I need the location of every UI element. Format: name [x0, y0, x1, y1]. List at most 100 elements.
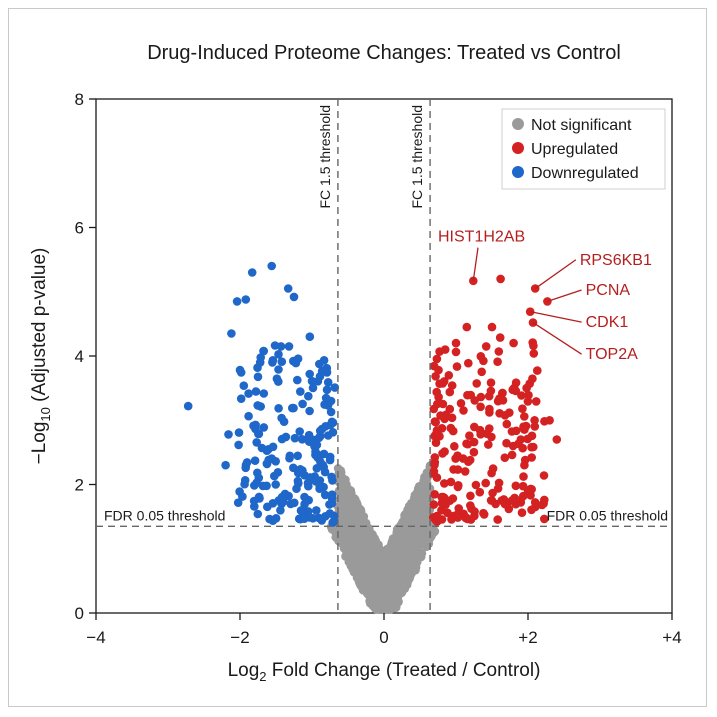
series-up — [428, 274, 562, 526]
point-ns — [390, 545, 400, 555]
point-up — [522, 383, 531, 393]
point-up — [500, 453, 510, 463]
point-down — [328, 518, 338, 527]
point-up — [519, 422, 528, 432]
point-up — [494, 347, 504, 356]
point-down — [300, 514, 309, 523]
point-down — [234, 440, 243, 450]
point-up — [516, 496, 525, 505]
point-ns — [407, 540, 416, 550]
point-up — [440, 479, 449, 488]
point-up — [509, 338, 518, 348]
point-down — [244, 411, 253, 421]
gene-label: CDK1 — [586, 314, 629, 331]
point-ns — [396, 586, 406, 596]
point-ns — [404, 572, 413, 582]
point-down — [320, 400, 329, 409]
legend-label-ns: Not significant — [531, 117, 632, 134]
point-up — [459, 406, 468, 415]
point-up — [446, 477, 456, 487]
point-down — [297, 435, 307, 444]
y-tick-label: 6 — [75, 219, 84, 238]
point-ns — [398, 537, 408, 547]
point-down — [277, 357, 287, 367]
point-up — [529, 341, 538, 351]
point-up — [485, 404, 494, 414]
point-down — [296, 506, 306, 515]
point-down — [251, 387, 261, 396]
point-down — [312, 506, 321, 515]
point-ns — [403, 522, 412, 531]
point-up — [431, 438, 441, 448]
point-up — [481, 478, 491, 488]
point-down — [274, 404, 283, 413]
point-up — [527, 431, 537, 441]
series-ns — [326, 461, 440, 614]
point-ns — [416, 551, 426, 560]
point-ns — [413, 484, 423, 494]
point-up — [545, 416, 554, 425]
y-tick-label: 4 — [75, 347, 84, 366]
point-up — [438, 399, 448, 409]
point-ns — [371, 547, 381, 557]
point-down — [253, 372, 263, 382]
point-up — [458, 454, 468, 463]
point-ns — [410, 555, 420, 565]
point-ns — [376, 565, 386, 575]
point-down — [316, 457, 325, 467]
point-up — [486, 496, 496, 505]
point-down — [235, 365, 245, 375]
point-ns — [359, 549, 369, 559]
point-ns — [424, 529, 434, 539]
point-up — [452, 362, 462, 371]
point-down — [274, 365, 283, 374]
point-down — [304, 391, 313, 401]
point-ns — [339, 544, 349, 553]
point-ns — [407, 565, 417, 575]
point-up — [488, 488, 497, 498]
point-up — [487, 468, 496, 478]
point-up — [475, 487, 485, 497]
point-up — [486, 378, 496, 388]
point-up — [445, 404, 455, 414]
point-down — [241, 295, 251, 304]
point-down — [283, 284, 293, 293]
point-down — [322, 368, 332, 377]
point-ns — [420, 504, 430, 514]
point-up — [432, 429, 441, 439]
point-up — [508, 385, 517, 395]
point-down — [274, 350, 283, 359]
legend-marker-ns — [512, 118, 524, 130]
fc-right-label: FC 1.5 threshold — [409, 105, 425, 209]
point-ns — [374, 591, 384, 601]
point-down — [236, 394, 246, 404]
point-ns — [422, 468, 432, 477]
point-up — [481, 342, 491, 351]
point-down — [285, 451, 295, 461]
point-down — [250, 456, 260, 466]
point-up — [531, 397, 541, 406]
point-ns — [372, 576, 382, 586]
point-up — [451, 347, 461, 357]
point-down — [257, 443, 267, 453]
point-ns — [378, 555, 387, 565]
point-down — [265, 514, 274, 524]
point-down — [298, 399, 307, 409]
point-down — [305, 332, 315, 342]
point-ns — [376, 601, 386, 610]
point-up — [451, 338, 461, 348]
point-down — [224, 430, 233, 439]
point-ns — [338, 487, 348, 497]
point-down — [247, 268, 257, 277]
point-up — [528, 374, 537, 384]
point-up — [471, 480, 481, 490]
gene-label: PCNA — [586, 282, 631, 299]
point-down — [293, 476, 303, 486]
annotation-leader — [534, 259, 577, 290]
point-ns — [393, 523, 403, 533]
point-down — [296, 387, 305, 396]
point-down — [323, 378, 333, 387]
point-ns — [410, 493, 419, 503]
point-ns — [404, 557, 413, 567]
annotation-leader — [472, 247, 479, 281]
